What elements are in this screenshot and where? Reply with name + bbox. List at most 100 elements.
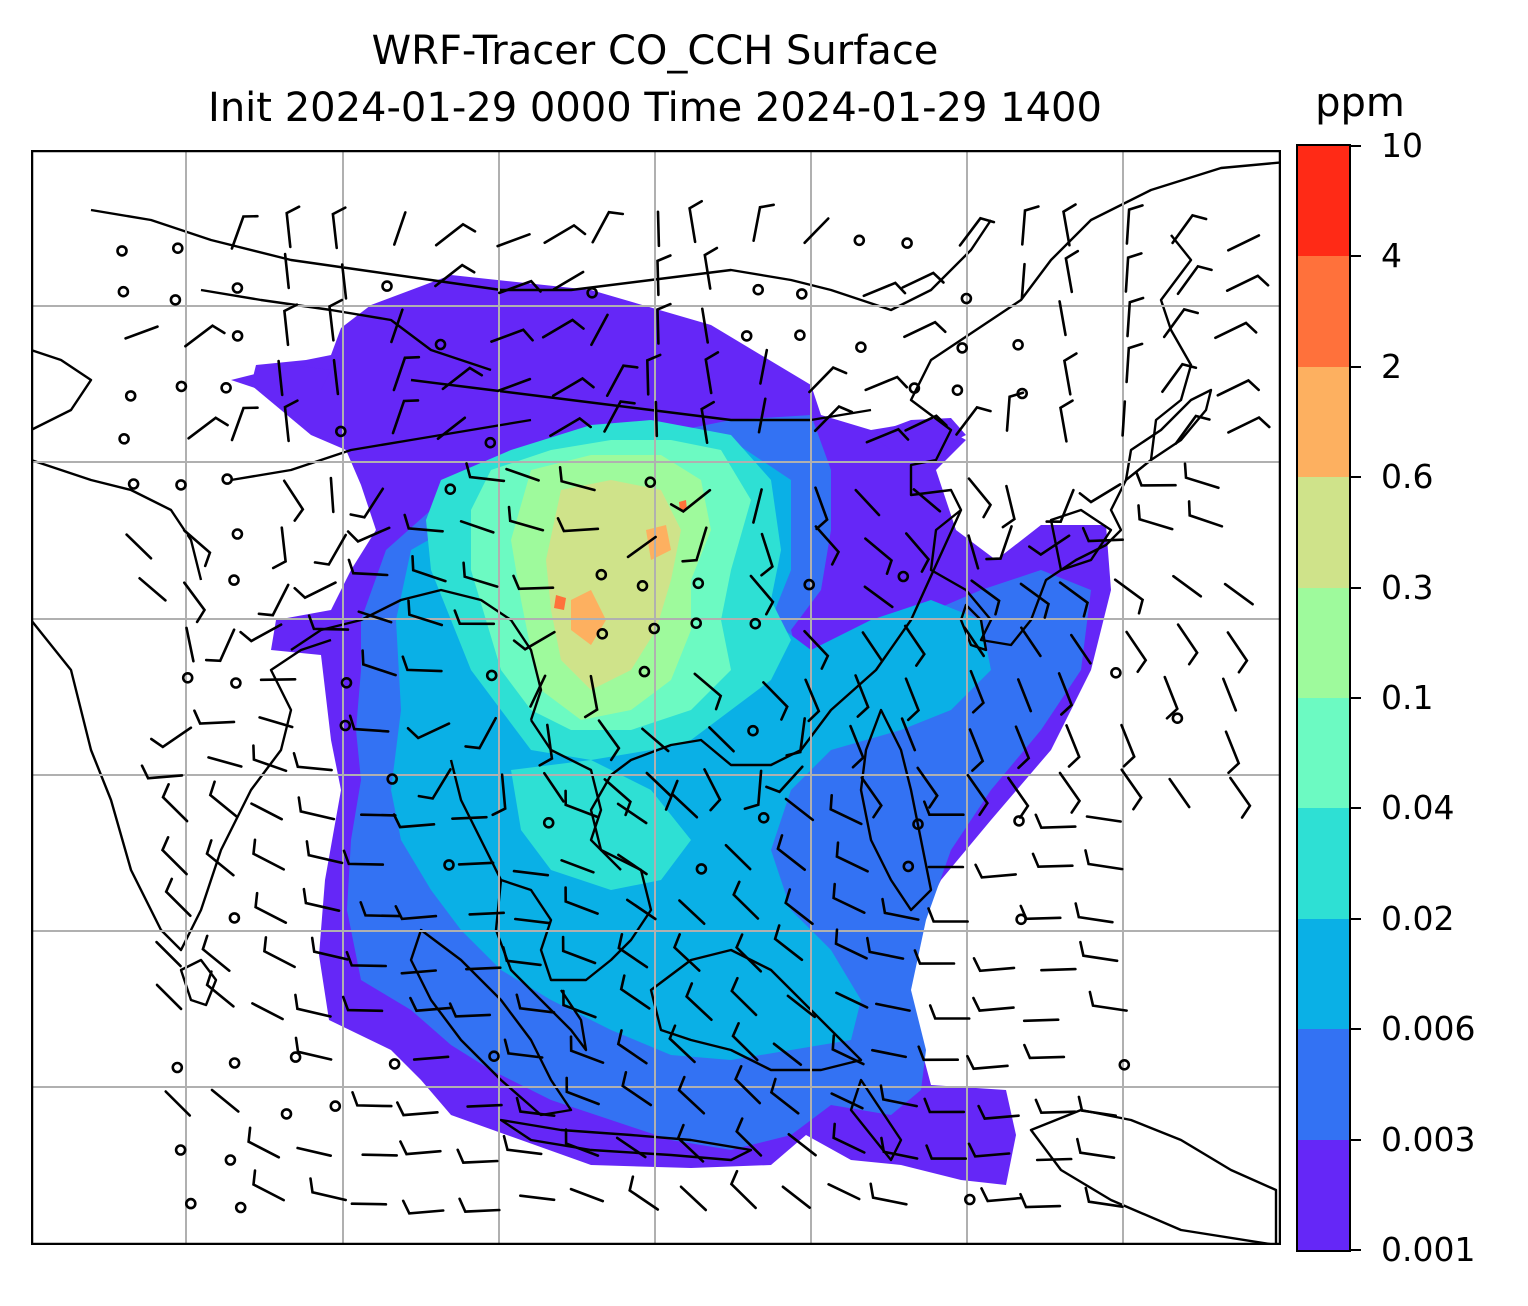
- wind-barb: [401, 1199, 445, 1215]
- wind-barb: [866, 936, 905, 960]
- wind-barb: [827, 1183, 861, 1201]
- colorbar-tick-label: 0.006: [1381, 1009, 1476, 1049]
- colorbar-tick-label: 0.003: [1381, 1119, 1476, 1159]
- coast-japan: [1124, 388, 1213, 482]
- wind-barb: [556, 517, 600, 533]
- wind-barb: [835, 991, 869, 1009]
- wind-barb: [541, 318, 585, 339]
- wind-barb: [204, 628, 236, 663]
- wind-barb: [676, 1123, 705, 1163]
- coast-india: [31, 619, 332, 952]
- wind-barb: [787, 1133, 817, 1157]
- wind-barb: [310, 936, 349, 961]
- calm-wind-circle: [231, 282, 244, 294]
- wind-barb: [972, 996, 1015, 1012]
- wind-barb: [549, 416, 592, 437]
- wind-barb: [391, 399, 420, 435]
- colorbar-segment: [1298, 918, 1349, 1030]
- wind-barb: [1001, 484, 1016, 529]
- wind-barb: [296, 1146, 332, 1157]
- gridlines: [31, 150, 1281, 1245]
- wind-barb: [958, 216, 996, 247]
- calm-wind-circle: [185, 1197, 197, 1210]
- calm-wind-circle: [234, 1201, 247, 1214]
- wind-barb: [401, 655, 443, 673]
- wind-barb: [861, 631, 884, 662]
- wind-barb: [434, 222, 477, 247]
- wind-barb: [393, 211, 407, 246]
- calm-wind-circle: [381, 280, 393, 292]
- calm-wind-circle: [638, 665, 651, 678]
- calm-wind-circle: [230, 677, 242, 689]
- wind-barb: [208, 780, 238, 818]
- wind-barb: [1020, 262, 1026, 300]
- wind-barb: [538, 723, 554, 767]
- wind-barb: [678, 899, 706, 925]
- wind-barb: [679, 1185, 708, 1212]
- wind-barb: [834, 928, 868, 960]
- calm-wind-circle: [174, 1144, 187, 1156]
- wind-barb: [1017, 678, 1033, 713]
- wind-barb: [207, 756, 243, 768]
- wind-barb: [456, 1148, 499, 1164]
- wind-barb: [277, 359, 284, 397]
- field-level-8: [554, 595, 566, 610]
- wind-barb: [903, 624, 926, 667]
- wind-barb: [757, 397, 767, 434]
- wind-barb: [313, 533, 347, 566]
- wind-barb: [1079, 940, 1119, 963]
- wind-barb: [743, 769, 763, 811]
- wind-barb: [1057, 672, 1074, 716]
- wind-barb: [881, 897, 920, 921]
- wind-barb: [760, 532, 774, 577]
- colorbar-tick-mark: [1351, 1249, 1361, 1251]
- wind-barb: [1163, 675, 1179, 720]
- wind-barb: [297, 796, 336, 821]
- coast-korea: [1049, 508, 1113, 572]
- calm-wind-circle: [1110, 666, 1122, 679]
- calm-wind-circle: [169, 294, 182, 306]
- wind-barb: [1172, 574, 1203, 598]
- wind-barb: [626, 898, 657, 921]
- wind-barb: [912, 488, 942, 513]
- colorbar: [1296, 144, 1351, 1252]
- calm-wind-circle: [951, 384, 964, 396]
- wind-barb: [628, 1175, 660, 1211]
- wind-barb: [466, 1103, 503, 1108]
- calm-wind-circle: [1118, 1058, 1131, 1071]
- wind-barb: [392, 813, 436, 829]
- wind-barb: [258, 716, 294, 729]
- wind-barb: [803, 217, 830, 245]
- wind-barb: [1081, 526, 1124, 543]
- wind-barb: [849, 724, 865, 769]
- wind-barb: [985, 525, 1013, 561]
- wind-barb: [781, 1185, 811, 1209]
- calm-wind-circle: [221, 473, 233, 485]
- wind-barb: [396, 1101, 439, 1117]
- wind-barb: [351, 1091, 393, 1108]
- wind-barb: [759, 348, 769, 385]
- colorbar-segment: [1298, 1139, 1349, 1250]
- wind-barb: [412, 1055, 450, 1061]
- wind-barb: [252, 838, 285, 871]
- wind-barb: [453, 609, 496, 626]
- wind-barb: [776, 834, 806, 871]
- colorbar-tick-mark: [1351, 586, 1361, 589]
- wind-barb: [230, 214, 259, 250]
- colorbar-segment: [1298, 255, 1349, 367]
- calm-wind-circle: [855, 341, 867, 353]
- wind-barb: [1070, 633, 1092, 665]
- wind-barb: [685, 982, 713, 1021]
- wind-barb: [928, 1004, 971, 1020]
- wind-barb: [347, 558, 389, 577]
- calm-wind-circle: [228, 912, 241, 924]
- wind-barb: [1125, 342, 1144, 384]
- wind-barb: [457, 861, 495, 866]
- wind-barb: [1058, 581, 1089, 618]
- wind-barb: [645, 353, 662, 396]
- wind-barb: [283, 399, 299, 443]
- wind-barb: [254, 891, 288, 924]
- wind-barb: [569, 1187, 605, 1203]
- calm-wind-circle: [542, 816, 555, 829]
- wind-barb: [1113, 578, 1145, 615]
